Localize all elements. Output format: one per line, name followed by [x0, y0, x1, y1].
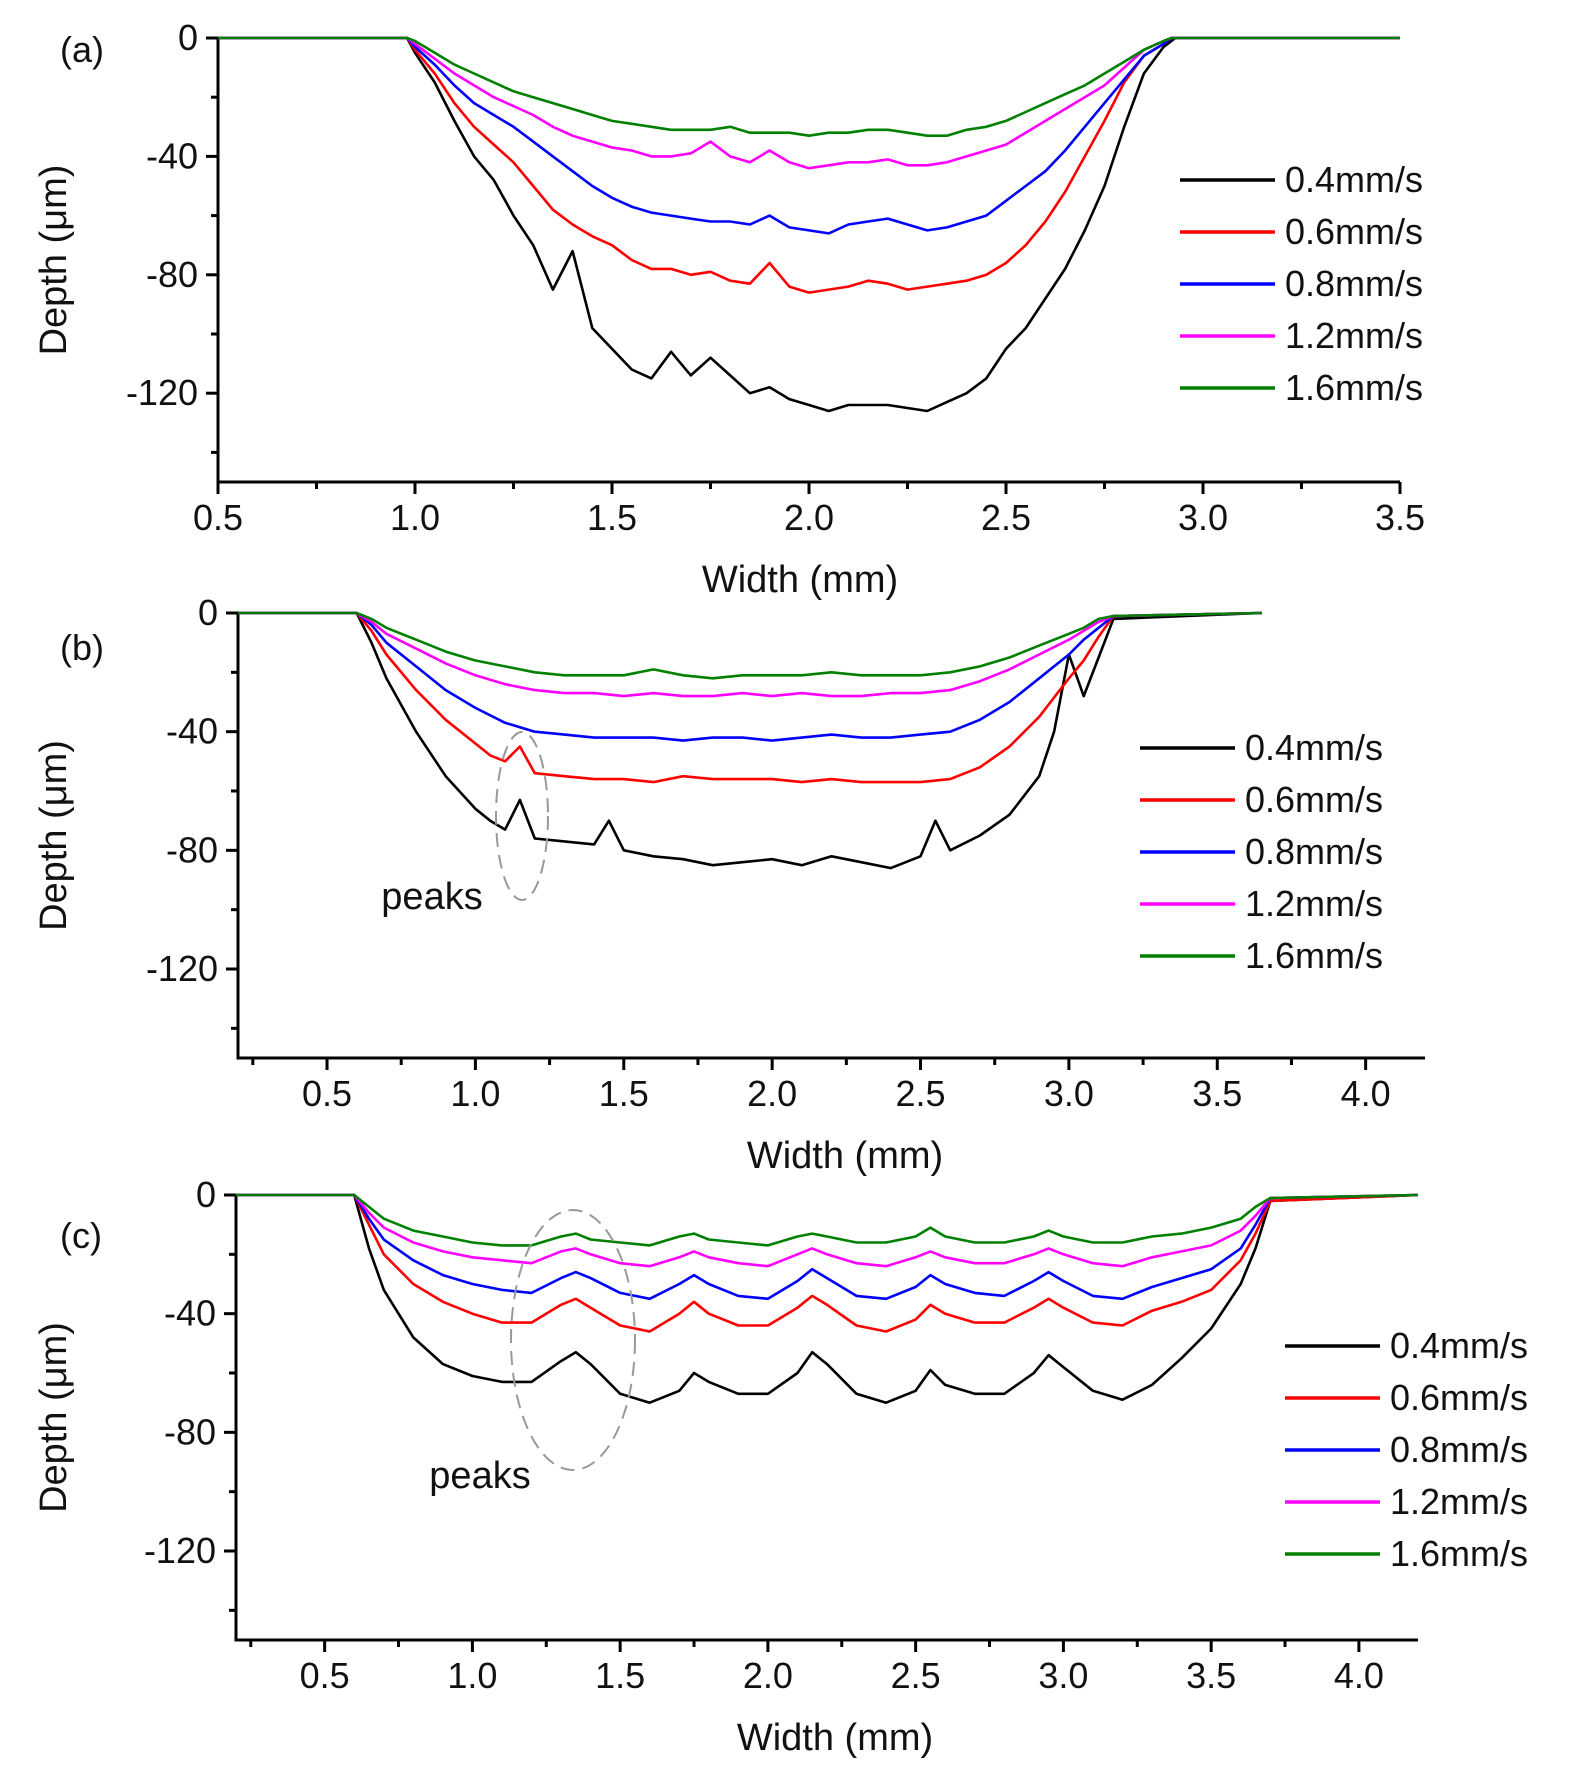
series-line-08mms — [236, 1193, 1419, 1301]
x-tick-label: 1.0 — [450, 1073, 500, 1114]
series-line-04mms — [238, 611, 1262, 870]
x-tick-label: 3.0 — [1178, 497, 1228, 538]
x-tick-label: 1.0 — [447, 1655, 497, 1696]
x-tick-label: 4.0 — [1334, 1655, 1384, 1696]
x-tick-label: 1.5 — [587, 497, 637, 538]
annotation-peaks: peaks — [429, 1455, 530, 1497]
series-line-12mms — [238, 611, 1262, 698]
y-tick-label: -40 — [146, 135, 198, 176]
legend-label: 0.4mm/s — [1245, 727, 1383, 768]
x-tick-label: 0.5 — [302, 1073, 352, 1114]
y-axis-title: Depth (μm) — [33, 1322, 75, 1513]
series-line-08mms — [218, 36, 1400, 235]
x-tick-label: 2.0 — [743, 1655, 793, 1696]
series-line-06mms — [238, 611, 1262, 784]
x-tick-label: 0.5 — [300, 1655, 350, 1696]
legend-label: 1.2mm/s — [1285, 315, 1423, 356]
series-line-12mms — [218, 36, 1400, 170]
x-axis-title: Width (mm) — [747, 1135, 943, 1177]
y-tick-label: -120 — [144, 1530, 216, 1571]
legend-label: 1.6mm/s — [1390, 1533, 1528, 1574]
legend-label: 0.4mm/s — [1390, 1325, 1528, 1366]
legend-label: 0.8mm/s — [1390, 1429, 1528, 1470]
legend-label: 0.4mm/s — [1285, 159, 1423, 200]
legend-label: 1.2mm/s — [1245, 883, 1383, 924]
x-tick-label: 2.5 — [896, 1073, 946, 1114]
y-tick-label: 0 — [178, 17, 198, 58]
x-tick-label: 3.5 — [1186, 1655, 1236, 1696]
x-tick-label: 1.5 — [599, 1073, 649, 1114]
y-axis-title: Depth (μm) — [33, 165, 75, 356]
x-axis-title: Width (mm) — [737, 1717, 933, 1759]
y-tick-label: -80 — [146, 254, 198, 295]
x-tick-label: 1.5 — [595, 1655, 645, 1696]
x-tick-label: 3.5 — [1192, 1073, 1242, 1114]
y-tick-label: -40 — [164, 1293, 216, 1334]
y-tick-label: -120 — [146, 948, 218, 989]
panel-label: (b) — [60, 627, 104, 668]
x-tick-label: 2.5 — [891, 1655, 941, 1696]
panel-a: 0.5 1.0 1.5 2.0 2.5 3.0 3.5 0 -40 -80 -120 Width (m… — [33, 17, 1425, 601]
series-line-16mms — [238, 611, 1262, 680]
legend-label: 0.6mm/s — [1285, 211, 1423, 252]
panel-b: 0.5 1.0 1.5 2.0 2.5 3.0 3.5 4.0 0 -40 -80 -120 Width… — [33, 592, 1425, 1177]
y-tick-label: -40 — [166, 711, 218, 752]
legend-label: 1.6mm/s — [1285, 367, 1423, 408]
series-line-12mms — [236, 1193, 1419, 1268]
panel-label: (c) — [60, 1215, 102, 1256]
legend-label: 0.6mm/s — [1390, 1377, 1528, 1418]
legend-label: 0.6mm/s — [1245, 779, 1383, 820]
series-line-06mms — [236, 1193, 1419, 1333]
y-tick-label: -80 — [166, 829, 218, 870]
x-tick-label: 4.0 — [1341, 1073, 1391, 1114]
y-tick-label: 0 — [198, 592, 218, 633]
series-line-06mms — [218, 36, 1400, 294]
x-tick-label: 3.0 — [1044, 1073, 1094, 1114]
series-line-04mms — [218, 36, 1400, 413]
peaks-ellipse — [495, 731, 549, 901]
x-axis-title: Width (mm) — [702, 559, 898, 601]
x-tick-label: 2.0 — [747, 1073, 797, 1114]
y-tick-label: -120 — [126, 372, 198, 413]
series-line-16mms — [218, 36, 1400, 137]
x-tick-label: 2.0 — [784, 497, 834, 538]
peaks-ellipse — [510, 1209, 636, 1471]
panel-c: 0.5 1.0 1.5 2.0 2.5 3.0 3.5 4.0 0 -40 -80 -120 Width… — [33, 1174, 1528, 1759]
series-line-04mms — [236, 1193, 1419, 1404]
series-line-16mms — [236, 1193, 1419, 1247]
legend-label: 0.8mm/s — [1285, 263, 1423, 304]
annotation-peaks: peaks — [381, 876, 482, 918]
legend-label: 0.8mm/s — [1245, 831, 1383, 872]
legend-label: 1.2mm/s — [1390, 1481, 1528, 1522]
x-tick-label: 1.0 — [390, 497, 440, 538]
x-tick-label: 0.5 — [193, 497, 243, 538]
legend-label: 1.6mm/s — [1245, 935, 1383, 976]
x-tick-label: 3.0 — [1038, 1655, 1088, 1696]
y-axis-title: Depth (μm) — [33, 740, 75, 931]
series-line-08mms — [238, 611, 1262, 742]
x-tick-label: 3.5 — [1375, 497, 1425, 538]
x-tick-label: 2.5 — [981, 497, 1031, 538]
panel-label: (a) — [60, 29, 104, 70]
y-tick-label: -80 — [164, 1411, 216, 1452]
y-tick-label: 0 — [196, 1174, 216, 1215]
